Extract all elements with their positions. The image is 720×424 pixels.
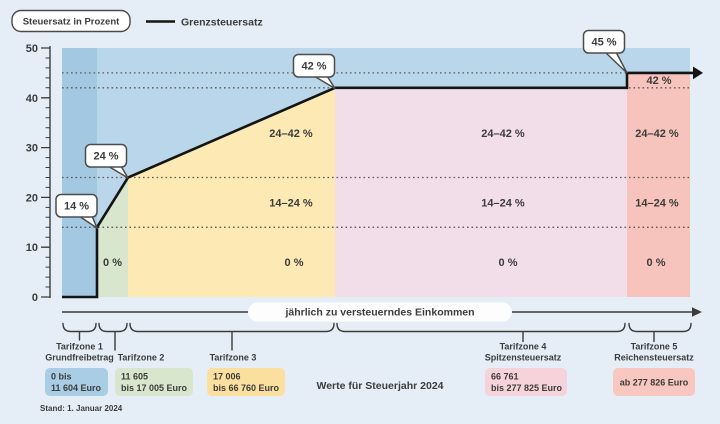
band-labels: 0 % 24–42 % 14–24 % 0 % 24–42 % 14–24 % … [103, 75, 679, 269]
callout-14-box [55, 193, 98, 218]
zone3-range-box [207, 368, 285, 396]
zone5-range-box [613, 368, 695, 396]
zone5-title: Tarifzone 5 [631, 342, 678, 352]
zone5-range-line1: ab 277 826 Euro [620, 378, 689, 388]
callout-42-box [292, 53, 336, 78]
zone2-band-0: 0 % [103, 257, 122, 269]
zone5-band-42: 42 % [646, 75, 671, 87]
zone1-brace [62, 322, 97, 341]
zone2-fill [97, 177, 128, 297]
zone3-band-0: 0 % [285, 257, 304, 269]
y-axis-major-ticks [41, 47, 50, 298]
zone3-brace [129, 322, 335, 351]
y-axis-minor-ticks [45, 57, 50, 288]
marginal-rate-line-arrowhead [693, 66, 703, 80]
zone2-range-box [115, 368, 193, 396]
zone4-band-24-42: 24–42 % [481, 128, 525, 140]
y-tick-50: 50 [26, 43, 38, 55]
zone1-range-line1: 0 bis [51, 372, 72, 382]
callout-24-label: 24 % [93, 151, 118, 163]
x-axis: jährlich zu versteuerndes Einkommen [62, 302, 702, 322]
callout-42-label: 42 % [301, 61, 326, 73]
zone3-band-14-24: 14–24 % [269, 198, 313, 210]
callout-45-label: 45 % [591, 37, 616, 49]
marginal-rate-line [62, 71, 693, 299]
callout-24-box [84, 143, 128, 168]
y-axis-title: Steuersatz in Prozent [23, 17, 120, 28]
zone1-subtitle: Grundfreibetrag [45, 353, 114, 363]
x-axis-label-pill [248, 302, 512, 322]
zone1-range-box [45, 368, 108, 396]
callout-14: 14 % [55, 193, 99, 230]
y-tick-10: 10 [26, 242, 38, 254]
y-tick-40: 40 [26, 93, 38, 105]
chart-header: Steuersatz in Prozent Grenzsteuersatz [11, 9, 263, 33]
y-axis-title-box [11, 9, 131, 33]
zone3-title: Tarifzone 3 [210, 353, 257, 363]
zone2-title: Tarifzone 2 [118, 353, 165, 363]
zone2-range-line2: bis 17 005 Euro [121, 383, 188, 393]
zone4-range-box [485, 368, 567, 396]
zone4-title: Tarifzone 4 [500, 342, 547, 352]
y-tick-30: 30 [26, 143, 38, 155]
as-of-date: Stand: 1. Januar 2024 [40, 404, 123, 413]
zone4-band-0: 0 % [499, 257, 518, 269]
legend-label: Grenzsteuersatz [181, 17, 263, 29]
zone3-fill [128, 87, 335, 297]
x-axis-arrowhead [692, 307, 702, 317]
zone-braces [62, 322, 692, 351]
zone5-brace [628, 322, 692, 343]
zone2-brace [98, 322, 128, 351]
zone2-range-line1: 11 605 [121, 372, 148, 382]
y-axis: 0 10 20 30 40 50 [26, 43, 51, 304]
zone4-range-line1: 66 761 [491, 372, 519, 382]
callout-45: 45 % [582, 29, 628, 74]
tax-year-note: Werte für Steuerjahr 2024 [316, 380, 443, 392]
callout-24: 24 % [84, 143, 129, 179]
zone-titles: Tarifzone 1 Grundfreibetrag Tarifzone 2 … [45, 342, 694, 363]
callout-45-box [582, 29, 626, 54]
callout-14-label: 14 % [64, 201, 89, 213]
zone1-range-line2: 11 604 Euro [51, 383, 102, 393]
zone4-fill [335, 87, 627, 297]
zone5-band-14-24: 14–24 % [635, 198, 679, 210]
zone3-band-24-42: 24–42 % [269, 128, 313, 140]
zone1-title: Tarifzone 1 [56, 342, 103, 352]
zone5-fill [627, 72, 690, 298]
callout-42: 42 % [292, 53, 336, 90]
zone5-band-24-42: 24–42 % [635, 128, 679, 140]
x-axis-label: jährlich zu versteuerndes Einkommen [284, 307, 474, 319]
zone4-subtitle: Spitzensteuersatz [485, 353, 562, 363]
y-tick-20: 20 [26, 192, 38, 204]
zone5-band-0: 0 % [647, 257, 666, 269]
zone4-brace [336, 322, 626, 343]
zone4-range-line2: bis 277 825 Euro [491, 383, 563, 393]
zone-range-boxes: 0 bis 11 604 Euro 11 605 bis 17 005 Euro… [45, 368, 695, 396]
y-tick-0: 0 [32, 292, 38, 304]
zone3-range-line1: 17 006 [213, 372, 241, 382]
zone1-fill [62, 48, 97, 297]
zone4-band-14-24: 14–24 % [481, 198, 525, 210]
zone5-subtitle: Reichensteuersatz [614, 353, 694, 363]
zone3-range-line2: bis 66 760 Euro [213, 383, 280, 393]
